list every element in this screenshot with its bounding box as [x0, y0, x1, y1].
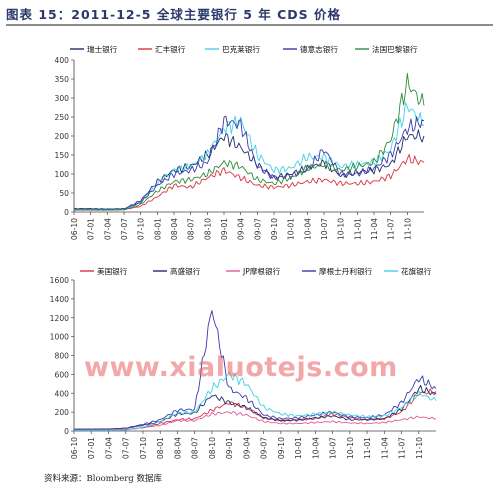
x-tick-label: 11-04 [380, 437, 389, 459]
page-title: 图表 15：2011-12-5 全球主要银行 5 年 CDS 价格 [6, 7, 342, 22]
x-tick-label: 07-10 [137, 218, 146, 240]
chart-top-svg: 0 50 100 150 200 250 300 350 400 06-10 07-01 07-04 0… [55, 44, 425, 240]
x-tick-label: 11-10 [415, 437, 424, 459]
x-tick-label: 10-10 [346, 437, 355, 459]
x-tick-label: 11-07 [398, 437, 407, 459]
series-line [73, 129, 425, 211]
legend-label: 高盛银行 [170, 266, 201, 276]
x-tick-label: 11-04 [370, 218, 379, 240]
x-tick-label: 10-04 [303, 218, 312, 240]
x-tick-label: 10-01 [294, 437, 303, 459]
series-line [74, 371, 437, 431]
legend-label: JP摩根银行 [242, 266, 281, 276]
y-tick-label: 50 [59, 189, 69, 198]
x-tick-label: 09-07 [260, 437, 269, 459]
x-tick-label: 07-01 [87, 437, 96, 459]
x-tick-label: 11-10 [403, 218, 412, 240]
y-tick-label: 1200 [50, 314, 69, 323]
x-tick-label: 10-04 [311, 437, 320, 459]
y-tick-label: 0 [64, 208, 69, 217]
x-tick-label: 09-10 [270, 218, 279, 240]
title-rule [6, 24, 493, 26]
x-tick-label: 09-04 [242, 437, 251, 459]
x-tick-label: 09-04 [237, 218, 246, 240]
source-note: 资料来源：Bloomberg 数据库 [44, 474, 162, 484]
chart-bottom-svg: 0 200 400 600 800 1000 1200 1400 1600 06-10 07-01 0… [50, 266, 437, 459]
legend-label: 花旗银行 [401, 266, 432, 276]
y-tick-label: 250 [55, 113, 70, 122]
y-tick-label: 200 [55, 132, 70, 141]
x-tick-label: 08-04 [173, 437, 182, 459]
y-tick-label: 600 [55, 370, 70, 379]
legend-label: 汇丰银行 [155, 44, 186, 54]
x-tick-label: 07-07 [120, 218, 129, 240]
y-tick-label: 1000 [50, 333, 69, 342]
y-tick-label: 200 [55, 408, 70, 417]
x-tick-label: 07-04 [104, 437, 113, 459]
x-tick-label: 08-07 [187, 218, 196, 240]
x-tick-label: 10-07 [320, 218, 329, 240]
chart-bottom-cds: 0 200 400 600 800 1000 1200 1400 1600 06-10 07-01 0… [0, 262, 499, 468]
x-tick-label: 08-10 [208, 437, 217, 459]
x-tick-label: 09-10 [277, 437, 286, 459]
x-tick-label: 08-07 [191, 437, 200, 459]
x-tick-label: 06-10 [70, 437, 79, 459]
x-tick-label: 11-01 [353, 218, 362, 240]
x-tick-label: 07-01 [87, 218, 96, 240]
y-tick-label: 350 [55, 75, 70, 84]
y-tick-label: 1400 [50, 295, 69, 304]
legend-label: 德意志银行 [300, 44, 338, 54]
x-tick-label: 07-10 [139, 437, 148, 459]
x-tick-label: 07-04 [103, 218, 112, 240]
x-tick-label: 11-07 [387, 218, 396, 240]
series-line [73, 388, 437, 431]
series-line [74, 411, 437, 431]
x-tick-label: 09-01 [220, 218, 229, 240]
series-line [73, 115, 425, 210]
x-tick-label: 09-07 [253, 218, 262, 240]
x-tick-label: 07-07 [122, 437, 131, 459]
x-tick-label: 10-10 [337, 218, 346, 240]
x-tick-label: 10-07 [329, 437, 338, 459]
legend-label: 摩根士丹利银行 [319, 266, 373, 276]
legend-label: 法国巴黎银行 [372, 44, 418, 54]
x-tick-label: 08-01 [156, 437, 165, 459]
y-tick-label: 400 [55, 389, 70, 398]
series-line [73, 153, 425, 211]
y-tick-label: 100 [55, 170, 70, 179]
legend-label: 巴克莱银行 [222, 44, 260, 54]
x-tick-label: 08-01 [153, 218, 162, 240]
x-tick-label: 06-10 [70, 218, 79, 240]
x-tick-label: 08-10 [203, 218, 212, 240]
y-tick-label: 150 [55, 151, 70, 160]
y-tick-label: 800 [55, 352, 70, 361]
y-tick-label: 0 [64, 427, 69, 436]
y-tick-label: 1600 [50, 276, 69, 285]
x-tick-label: 08-04 [170, 218, 179, 240]
legend-label: 美国银行 [97, 266, 128, 276]
x-tick-label: 09-01 [225, 437, 234, 459]
legend-label: 瑞士银行 [87, 44, 118, 54]
y-tick-label: 400 [55, 56, 70, 65]
series-line [74, 310, 437, 430]
series-line [74, 72, 425, 211]
x-tick-label: 10-01 [287, 218, 296, 240]
y-tick-label: 300 [55, 94, 70, 103]
x-tick-label: 11-01 [363, 437, 372, 459]
chart-top-cds: 0 50 100 150 200 250 300 350 400 06-10 07-01 07-04 0… [0, 38, 499, 248]
